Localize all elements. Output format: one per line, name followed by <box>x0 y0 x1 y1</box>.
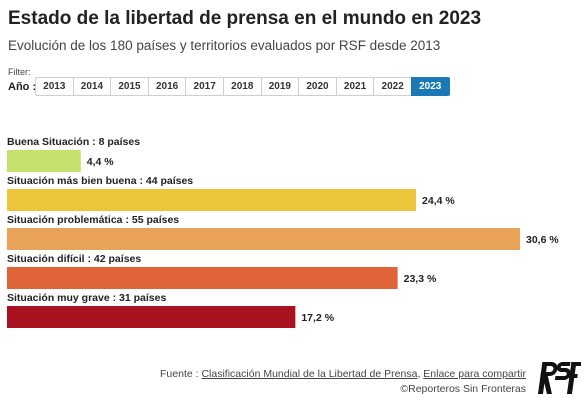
year-button-2016[interactable]: 2016 <box>147 77 187 96</box>
share-link[interactable]: Enlace para compartir <box>423 368 526 380</box>
year-button-2014[interactable]: 2014 <box>72 77 112 96</box>
chart-subtitle: Evolución de los 180 países y territorio… <box>8 38 441 53</box>
value-label: 24,4 % <box>422 195 455 207</box>
filter-label: Filter: <box>8 67 31 77</box>
value-label: 17,2 % <box>301 312 334 324</box>
bar[interactable] <box>7 267 398 289</box>
year-button-2017[interactable]: 2017 <box>185 77 224 96</box>
source-prefix: Fuente : <box>160 368 199 380</box>
category-label: Situación problemática : 55 países <box>7 214 179 226</box>
year-button-2019[interactable]: 2019 <box>260 77 300 96</box>
category-label: Situación muy grave : 31 países <box>7 292 166 304</box>
rsf-logo <box>537 362 581 394</box>
year-selector: 2013 2014 2015 2016 2017 2018 2019 2020 2021 2022… <box>35 77 450 96</box>
chart-title: Estado de la libertad de prensa en el mu… <box>8 8 482 29</box>
year-button-2022[interactable]: 2022 <box>373 77 412 96</box>
source-line: Fuente : Clasificación Mundial de la Lib… <box>160 367 526 382</box>
year-button-2023[interactable]: 2023 <box>410 77 450 96</box>
year-button-2021[interactable]: 2021 <box>335 77 375 96</box>
year-label: Año : <box>8 81 37 93</box>
year-button-2018[interactable]: 2018 <box>222 77 262 96</box>
category-label: Situación difícil : 42 países <box>7 253 141 265</box>
category-label: Buena Situación : 8 países <box>7 136 140 148</box>
bar[interactable] <box>7 150 81 172</box>
source-link[interactable]: Clasificación Mundial de la Libertad de … <box>201 368 418 380</box>
footer: Fuente : Clasificación Mundial de la Lib… <box>160 367 526 397</box>
source-separator: , <box>417 368 421 380</box>
value-label: 23,3 % <box>404 273 437 285</box>
bar[interactable] <box>7 189 417 211</box>
credit: ©Reporteros Sin Fronteras <box>400 383 526 395</box>
bar[interactable] <box>7 306 296 328</box>
year-button-2015[interactable]: 2015 <box>110 77 149 96</box>
year-button-2013[interactable]: 2013 <box>35 77 74 96</box>
bar-chart: Buena Situación : 8 países 4,4 % Situación… <box>7 136 559 328</box>
bar[interactable] <box>7 228 520 250</box>
year-button-2020[interactable]: 2020 <box>298 77 337 96</box>
value-label: 30,6 % <box>526 234 559 246</box>
value-label: 4,4 % <box>87 156 115 168</box>
category-label: Situación más bien buena : 44 países <box>7 175 193 187</box>
